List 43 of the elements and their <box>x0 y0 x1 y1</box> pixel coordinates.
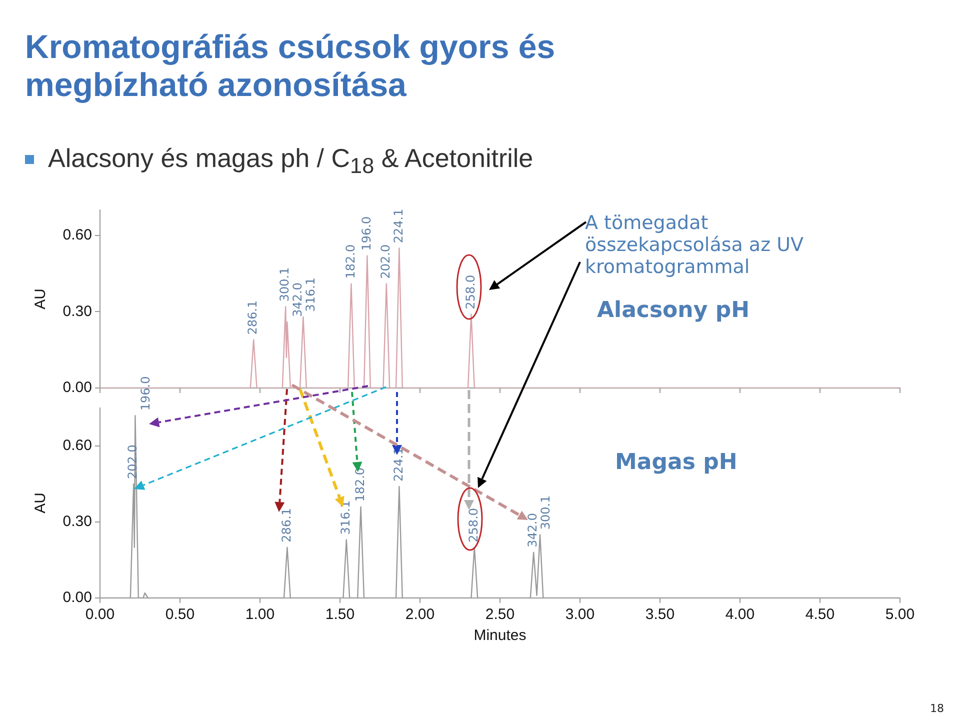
y-tick-label: 0.60 <box>62 437 92 454</box>
annotation: 196.0 <box>359 216 374 251</box>
x-tick-label: 3.50 <box>645 606 675 624</box>
y-tick-label: 0.30 <box>62 513 92 530</box>
y-axis-title: AU <box>32 288 50 310</box>
x-tick-label: 2.50 <box>485 606 515 624</box>
annotation: 286.1 <box>246 300 260 335</box>
annotation: 300.1 <box>278 267 292 302</box>
annotation: 258.0 <box>466 508 481 542</box>
y-axis-title: AU <box>32 492 50 514</box>
y-tick-label: 0.00 <box>62 589 92 606</box>
x-tick-label: 0.00 <box>85 606 115 624</box>
annotation: 286.1 <box>279 508 294 542</box>
annotation: 202.0 <box>378 244 393 279</box>
x-tick-label: 1.50 <box>325 606 355 624</box>
x-axis-title: Minutes <box>474 627 526 644</box>
annotation: A tömegadat összekapcsolása az UV kromatogrammal <box>585 212 804 278</box>
annotation: 300.1 <box>538 495 553 530</box>
x-tick-label: 1.00 <box>245 606 275 624</box>
y-tick-label: 0.00 <box>62 379 92 396</box>
x-tick-label: 0.50 <box>165 606 195 624</box>
y-tick-label: 0.60 <box>62 226 92 244</box>
annotation: Alacsony pH <box>597 298 750 323</box>
annotation: 182.0 <box>352 467 367 502</box>
annotation: 182.0 <box>343 244 358 279</box>
annotation: 258.0 <box>463 274 478 310</box>
annotation: 316.1 <box>338 500 353 535</box>
x-tick-label: 5.00 <box>885 606 915 624</box>
x-tick-label: 2.00 <box>405 606 435 624</box>
x-tick-label: 4.50 <box>805 606 835 624</box>
chart-title: Kromatográfiás csúcsok gyors és megbízható azonosítása <box>25 28 556 104</box>
text: 18 <box>930 702 944 715</box>
annotation: 342.0 <box>290 282 305 317</box>
annotation: 316.1 <box>304 277 318 312</box>
x-tick-label: 3.00 <box>565 606 595 624</box>
annotation: Magas pH <box>615 450 738 475</box>
chart-subtitle: Alacsony és magas ph / C$_{18}$ & Acetonitrile <box>48 143 534 180</box>
annotation: 202.0 <box>126 444 140 479</box>
annotation: 196.0 <box>138 376 153 411</box>
annotation: 224.1 <box>392 208 406 244</box>
annotation: 342.0 <box>526 513 540 548</box>
y-tick-label: 0.30 <box>62 302 92 320</box>
x-tick-label: 4.00 <box>725 606 755 624</box>
